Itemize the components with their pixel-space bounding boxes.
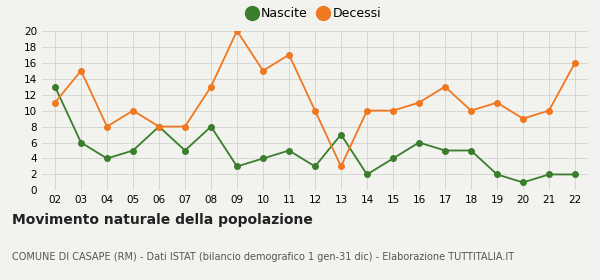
Legend: Nascite, Decessi: Nascite, Decessi (244, 2, 386, 25)
Text: COMUNE DI CASAPE (RM) - Dati ISTAT (bilancio demografico 1 gen-31 dic) - Elabora: COMUNE DI CASAPE (RM) - Dati ISTAT (bila… (12, 252, 514, 262)
Text: Movimento naturale della popolazione: Movimento naturale della popolazione (12, 213, 313, 227)
